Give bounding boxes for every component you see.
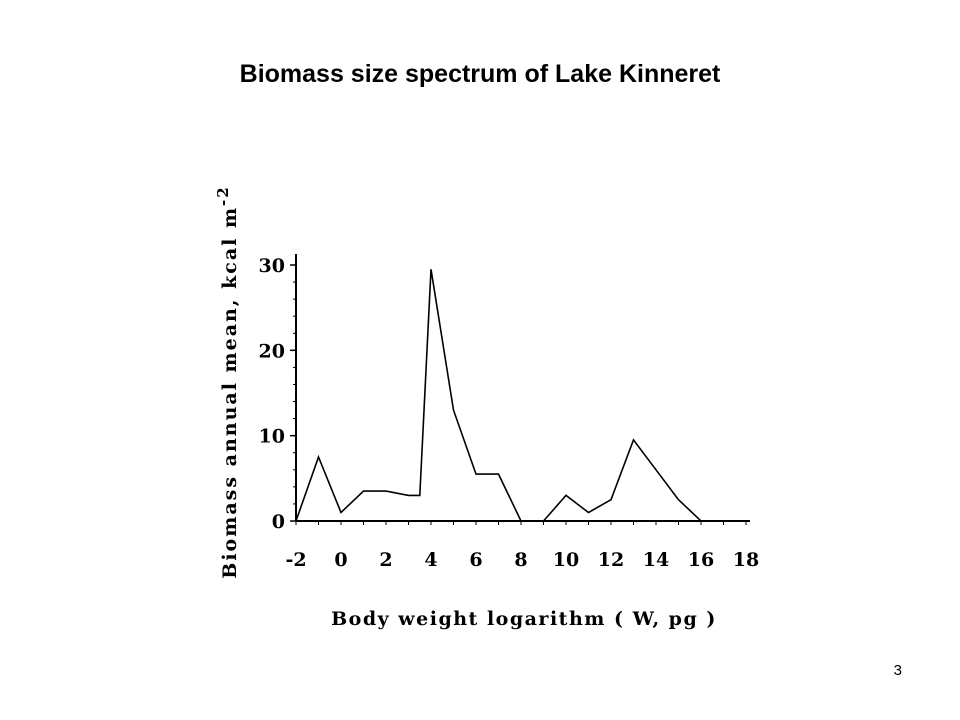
x-tick-label: 4 <box>424 549 437 571</box>
x-tick-label: 12 <box>598 549 624 571</box>
x-tick-label: 16 <box>688 549 714 571</box>
series-line <box>295 269 746 522</box>
y-tick-label: 30 <box>259 255 285 277</box>
x-axis-title: Body weight logarithm ( W, pg ) <box>331 608 717 630</box>
x-tick-label: 2 <box>379 549 392 571</box>
y-tick-label: 0 <box>272 511 285 533</box>
y-axis-title-main: Biomass annual mean, kcal m <box>219 206 241 579</box>
x-tick-label: -2 <box>285 549 306 571</box>
y-axis-title-superscript: -2 <box>214 185 232 206</box>
y-tick-label: 20 <box>259 340 285 362</box>
y-axis-title: Biomass annual mean, kcal m-2 <box>214 185 241 578</box>
x-tick-label: 0 <box>334 549 347 571</box>
x-tick-label: 14 <box>643 549 669 571</box>
x-tick-label: 6 <box>469 549 482 571</box>
chart-plot-area <box>295 269 746 522</box>
x-tick-label: 10 <box>553 549 579 571</box>
slide-number: 3 <box>893 662 902 679</box>
x-tick-label: 18 <box>733 549 759 571</box>
chart-axes <box>295 254 750 522</box>
slide-title: Biomass size spectrum of Lake Kinneret <box>239 60 721 88</box>
y-tick-label: 10 <box>259 426 285 448</box>
x-tick-label: 8 <box>514 549 527 571</box>
